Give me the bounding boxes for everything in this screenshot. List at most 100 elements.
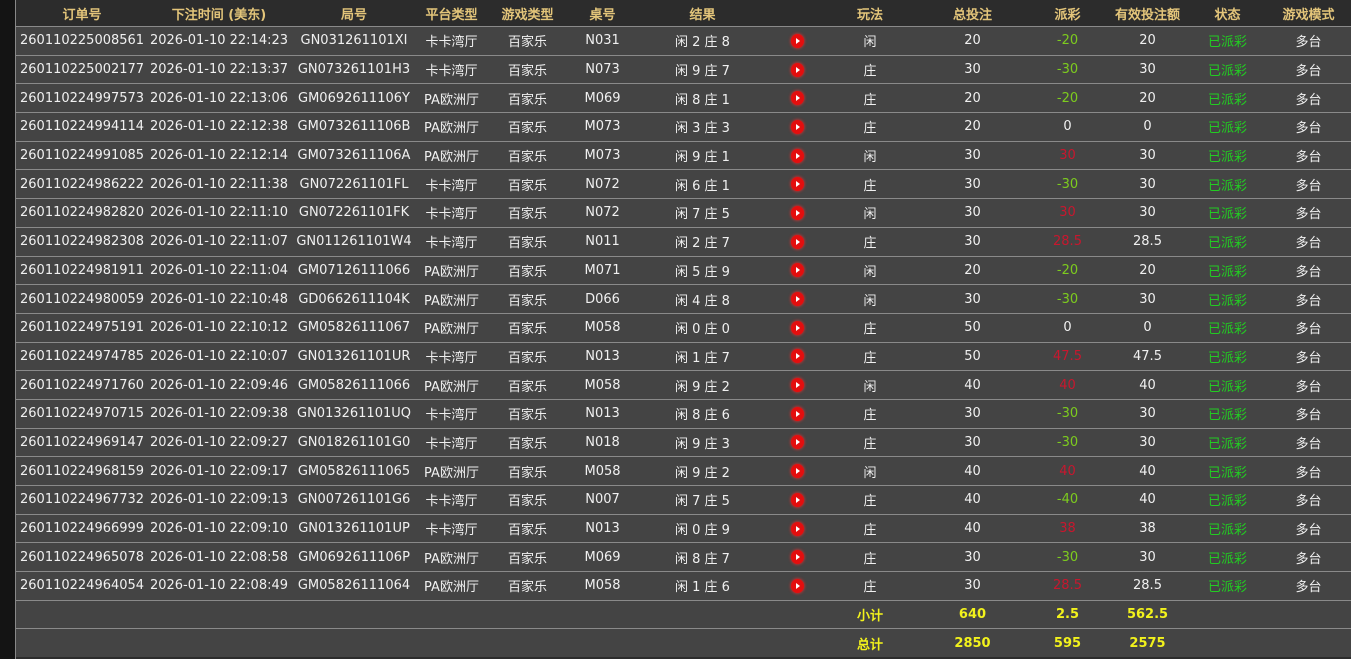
replay-cell[interactable]	[770, 26, 825, 56]
valid-bet-cell: 20	[1105, 255, 1190, 285]
bet-records-table: 订单号 下注时间 (美东) 局号 平台类型 游戏类型 桌号 结果 玩法 总投注 派彩 有效投注额 状态…	[16, 0, 1351, 658]
play-video-icon[interactable]	[791, 378, 804, 393]
table-row: 260110224965078 2026-01-10 22:08:58 GM0692…	[16, 542, 1351, 572]
status-cell: 已派彩	[1190, 226, 1265, 256]
replay-cell[interactable]	[770, 370, 825, 400]
total-bet-cell: 30	[915, 284, 1030, 314]
play-video-icon[interactable]	[791, 292, 804, 307]
replay-cell[interactable]	[770, 112, 825, 142]
valid-bet-cell: 30	[1105, 427, 1190, 457]
platform-type-cell: PA欧洲厅	[418, 255, 485, 285]
table-row: 260110224966999 2026-01-10 22:09:10 GN0132…	[16, 513, 1351, 543]
replay-cell[interactable]	[770, 169, 825, 199]
replay-cell[interactable]	[770, 398, 825, 429]
order-no-cell: 260110224986222	[16, 169, 148, 199]
play-video-icon[interactable]	[791, 464, 804, 479]
game-mode-cell: 多台	[1265, 398, 1351, 429]
play-video-icon[interactable]	[791, 435, 804, 450]
order-no-cell: 260110224975191	[16, 312, 148, 343]
play-video-icon[interactable]	[791, 521, 804, 536]
valid-bet-cell: 30	[1105, 398, 1190, 429]
table-no-cell: N031	[570, 26, 635, 56]
replay-cell[interactable]	[770, 284, 825, 314]
replay-cell[interactable]	[770, 341, 825, 371]
round-no-cell: GN013261101UR	[290, 341, 418, 371]
round-no-cell: GN013261101UP	[290, 513, 418, 543]
status-cell: 已派彩	[1190, 513, 1265, 543]
game-type-cell: 百家乐	[485, 513, 570, 543]
valid-bet-cell: 20	[1105, 26, 1190, 56]
empty-cell	[485, 599, 570, 629]
replay-cell[interactable]	[770, 485, 825, 515]
table-row: 260110224970715 2026-01-10 22:09:38 GN0132…	[16, 398, 1351, 429]
bet-type-cell: 庄	[825, 398, 915, 429]
total-bet-cell: 40	[915, 485, 1030, 515]
order-no-cell: 260110224994114	[16, 112, 148, 142]
replay-cell[interactable]	[770, 226, 825, 256]
replay-cell[interactable]	[770, 571, 825, 601]
order-no-cell: 260110224964054	[16, 571, 148, 601]
replay-cell[interactable]	[770, 312, 825, 343]
platform-type-cell: 卡卡湾厅	[418, 198, 485, 228]
status-cell: 已派彩	[1190, 341, 1265, 371]
bet-type-cell: 庄	[825, 427, 915, 457]
play-video-icon[interactable]	[791, 33, 804, 48]
bet-type-cell: 闲	[825, 140, 915, 170]
result-cell: 闲 4 庄 8	[635, 284, 770, 314]
round-no-cell: GM05826111065	[290, 456, 418, 486]
valid-bet-cell: 0	[1105, 112, 1190, 142]
round-no-cell: GN007261101G6	[290, 485, 418, 515]
play-video-icon[interactable]	[791, 320, 804, 335]
bet-time-cell: 2026-01-10 22:12:38	[148, 112, 290, 142]
table-no-cell: M058	[570, 370, 635, 400]
replay-cell[interactable]	[770, 427, 825, 457]
play-video-icon[interactable]	[791, 263, 804, 278]
result-cell: 闲 0 庄 0	[635, 312, 770, 343]
game-mode-cell: 多台	[1265, 513, 1351, 543]
replay-cell[interactable]	[770, 542, 825, 572]
game-mode-cell: 多台	[1265, 140, 1351, 170]
table-row: 260110224982308 2026-01-10 22:11:07 GN0112…	[16, 226, 1351, 256]
bet-type-cell: 庄	[825, 112, 915, 142]
empty-cell	[570, 599, 635, 629]
replay-cell[interactable]	[770, 198, 825, 228]
play-video-icon[interactable]	[791, 119, 804, 134]
order-no-cell: 260110224971760	[16, 370, 148, 400]
payout-cell: -30	[1030, 54, 1105, 84]
total-row: 总计 2850 595 2575	[16, 628, 1351, 658]
play-video-icon[interactable]	[791, 148, 804, 163]
valid-bet-cell: 38	[1105, 513, 1190, 543]
play-video-icon[interactable]	[791, 349, 804, 364]
result-cell: 闲 3 庄 3	[635, 112, 770, 142]
replay-cell[interactable]	[770, 513, 825, 543]
play-video-icon[interactable]	[791, 234, 804, 249]
play-video-icon[interactable]	[791, 177, 804, 192]
replay-cell[interactable]	[770, 456, 825, 486]
round-no-cell: GN073261101H3	[290, 54, 418, 84]
replay-cell[interactable]	[770, 255, 825, 285]
table-row: 260110224980059 2026-01-10 22:10:48 GD0662…	[16, 284, 1351, 314]
round-no-cell: GN031261101XI	[290, 26, 418, 56]
replay-cell[interactable]	[770, 83, 825, 113]
valid-bet-cell: 40	[1105, 485, 1190, 515]
play-video-icon[interactable]	[791, 550, 804, 565]
table-row: 260110224969147 2026-01-10 22:09:27 GN0182…	[16, 427, 1351, 457]
table-no-cell: N013	[570, 398, 635, 429]
play-video-icon[interactable]	[791, 205, 804, 220]
header-valid-bet: 有效投注额	[1105, 0, 1190, 27]
subtotal-row: 小计 640 2.5 562.5	[16, 599, 1351, 629]
replay-cell[interactable]	[770, 140, 825, 170]
play-video-icon[interactable]	[791, 578, 804, 593]
replay-cell[interactable]	[770, 54, 825, 84]
platform-type-cell: 卡卡湾厅	[418, 26, 485, 56]
play-video-icon[interactable]	[791, 62, 804, 77]
play-video-icon[interactable]	[791, 492, 804, 507]
status-cell: 已派彩	[1190, 312, 1265, 343]
order-no-cell: 260110224991085	[16, 140, 148, 170]
play-video-icon[interactable]	[791, 91, 804, 106]
bet-time-cell: 2026-01-10 22:09:27	[148, 427, 290, 457]
result-cell: 闲 7 庄 5	[635, 485, 770, 515]
valid-bet-cell: 30	[1105, 542, 1190, 572]
table-no-cell: M073	[570, 140, 635, 170]
play-video-icon[interactable]	[791, 406, 804, 421]
